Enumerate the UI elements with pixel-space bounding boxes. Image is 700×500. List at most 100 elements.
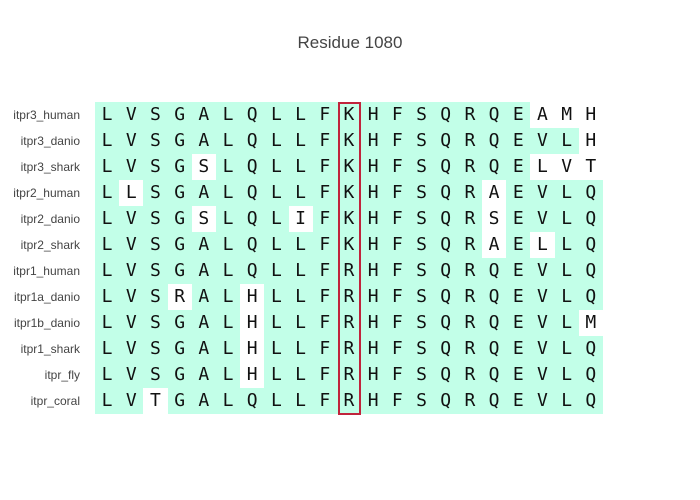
residue-cell: L [119,180,144,206]
residue-cell: V [119,310,144,336]
residue-cell: L [554,310,579,336]
residue-cell: F [385,180,410,206]
residue-cell: Q [578,206,603,232]
residue-cell: F [312,180,337,206]
residue-cell: Q [433,232,458,258]
residue-cell: F [312,388,337,414]
residue-cell: K [336,128,362,154]
residue-cell: A [191,336,216,362]
residue-cell: L [288,258,313,284]
residue-cell: H [361,258,386,284]
residue-cell: Q [240,102,265,128]
residue-cell: F [312,128,337,154]
residue-cell: M [578,310,603,336]
residue-cell: Q [578,180,603,206]
residue-cell: Q [240,128,265,154]
residue-cell: K [336,206,362,232]
residue-cell: F [385,388,410,414]
residue-cell: Q [482,362,507,388]
residue-cell: Q [578,258,603,284]
residue-cell: L [95,388,120,414]
residue-cell: G [167,128,192,154]
residue-cell: A [191,232,216,258]
residue-cell: Q [482,102,507,128]
residue-cell: Q [240,232,265,258]
residue-cell: A [191,102,216,128]
residue-cell: L [554,128,579,154]
residue-cell: Q [578,388,603,414]
residue-cell: S [409,154,434,180]
residue-cell: H [361,154,386,180]
sequence-labels: itpr3_human itpr3_danio itpr3_shark itpr2_h… [0,102,80,414]
residue-cell: S [409,128,434,154]
residue-cell: R [457,206,482,232]
residue-cell: Q [482,258,507,284]
residue-cell: L [215,180,241,206]
residue-cell: V [119,128,144,154]
residue-cell: L [264,206,289,232]
residue-cell: F [312,336,337,362]
residue-cell: F [385,310,410,336]
sequence-label: itpr_fly [44,368,80,382]
residue-cell: F [385,336,410,362]
residue-cell: L [264,258,289,284]
residue-cell: F [312,102,337,128]
residue-cell: L [215,206,241,232]
residue-cell: G [167,154,192,180]
residue-cell: Q [482,128,507,154]
residue-cell: H [361,310,386,336]
residue-cell: Q [482,336,507,362]
residue-cell: L [95,258,120,284]
residue-cell: L [288,388,313,414]
residue-cell: A [191,310,216,336]
residue-cell: A [191,128,216,154]
residue-cell: S [143,258,168,284]
residue-cell: S [143,232,168,258]
residue-cell: E [506,258,531,284]
residue-cell: M [554,102,579,128]
residue-cell: L [554,362,579,388]
residue-cell: R [167,284,192,310]
residue-cell: V [530,336,555,362]
residue-cell: L [288,232,313,258]
residue-cell: Q [240,258,265,284]
residue-cell: Q [578,362,603,388]
residue-cell: A [191,180,216,206]
residue-cell: Q [433,284,458,310]
residue-cell: F [385,284,410,310]
residue-cell: V [530,258,555,284]
residue-cell: L [264,362,289,388]
residue-cell: E [506,102,531,128]
residue-cell: Q [482,388,507,414]
residue-cell: T [143,388,168,414]
residue-cell: L [95,284,120,310]
residue-cell: G [167,336,192,362]
residue-cell: L [215,102,241,128]
residue-cell: L [95,102,120,128]
residue-cell: H [240,284,265,310]
residue-cell: Q [433,336,458,362]
residue-cell: K [336,154,362,180]
residue-cell: Q [433,310,458,336]
residue-cell: Q [482,154,507,180]
residue-cell: Q [240,206,265,232]
residue-cell: S [409,336,434,362]
residue-cell: S [191,206,216,232]
residue-cell: K [336,232,362,258]
residue-cell: L [554,232,579,258]
residue-cell: S [409,180,434,206]
residue-cell: Q [578,232,603,258]
residue-cell: Q [240,154,265,180]
residue-cell: S [409,258,434,284]
residue-cell: R [457,310,482,336]
residue-cell: K [336,180,362,206]
residue-cell: L [215,362,241,388]
residue-cell: R [336,310,362,336]
residue-cell: H [240,336,265,362]
residue-cell: L [554,388,579,414]
